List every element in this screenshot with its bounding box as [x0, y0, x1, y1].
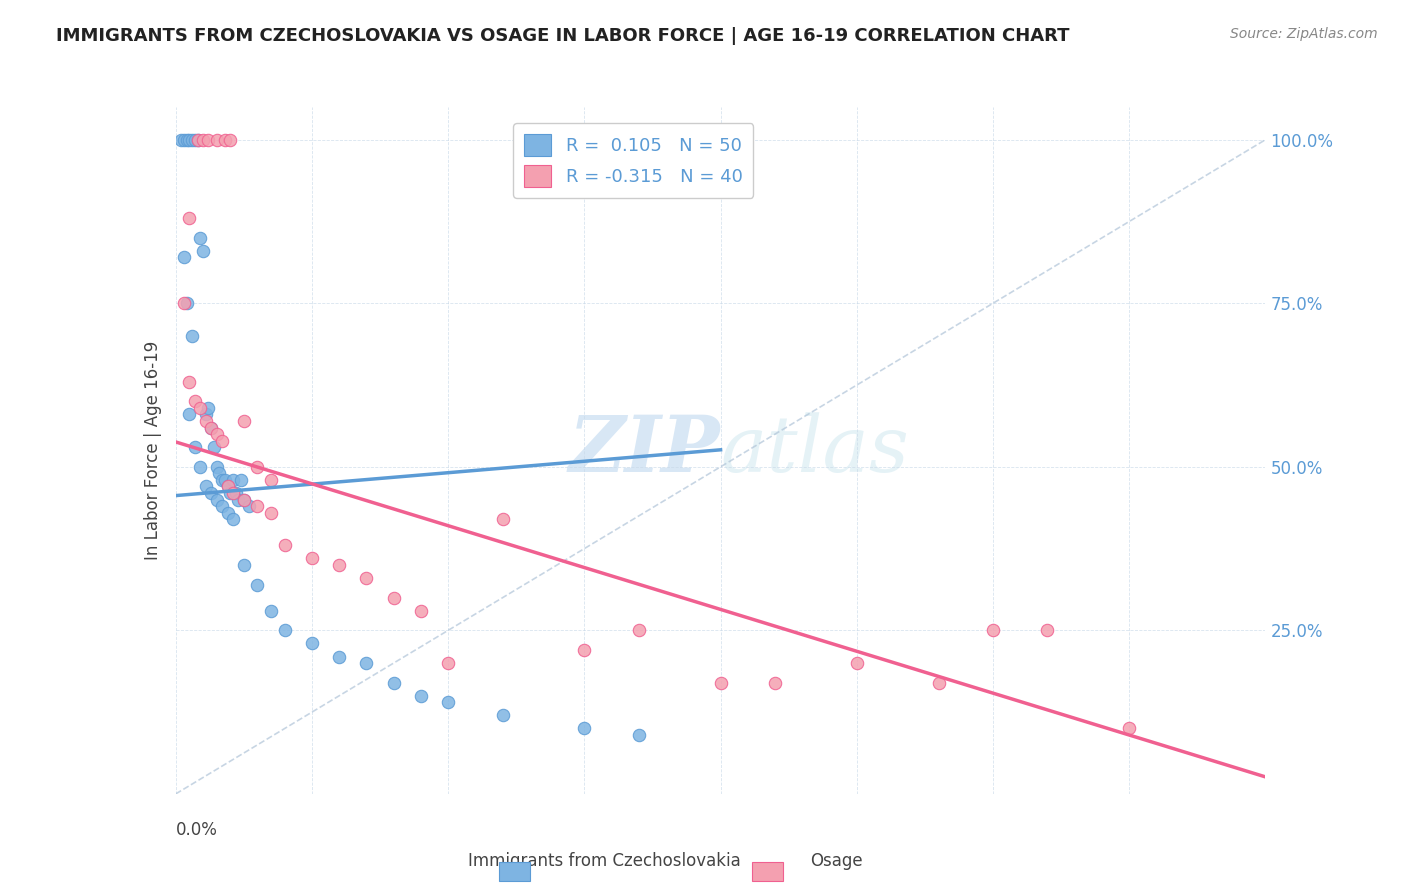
Text: 0.0%: 0.0%	[176, 822, 218, 839]
Point	[173, 296, 195, 310]
Point	[211, 434, 233, 448]
Point	[197, 401, 219, 415]
Point	[710, 675, 733, 690]
Point	[208, 467, 231, 481]
Point	[1036, 624, 1059, 638]
Point	[232, 492, 254, 507]
Point	[205, 133, 228, 147]
Point	[225, 486, 247, 500]
Text: Osage: Osage	[810, 852, 863, 870]
Point	[211, 473, 233, 487]
Point	[627, 624, 650, 638]
Point	[179, 133, 201, 147]
Point	[179, 408, 201, 422]
Point	[217, 506, 239, 520]
Point	[301, 636, 323, 650]
Point	[328, 558, 350, 572]
Point	[179, 375, 201, 389]
Point	[200, 486, 222, 500]
Text: ZIP: ZIP	[569, 412, 721, 489]
Point	[188, 401, 211, 415]
Point	[191, 133, 214, 147]
Point	[260, 506, 283, 520]
Point	[231, 473, 253, 487]
Point	[188, 459, 211, 474]
Point	[186, 133, 209, 147]
Point	[202, 440, 225, 454]
Point	[205, 427, 228, 442]
Point	[763, 675, 786, 690]
Point	[246, 499, 269, 513]
Point	[246, 577, 269, 591]
Point	[176, 296, 198, 310]
Point	[409, 604, 432, 618]
Point	[170, 133, 193, 147]
Point	[382, 591, 405, 605]
Point	[228, 492, 250, 507]
Point	[191, 244, 214, 258]
Text: Source: ZipAtlas.com: Source: ZipAtlas.com	[1230, 27, 1378, 41]
Point	[232, 558, 254, 572]
Point	[184, 394, 207, 409]
Y-axis label: In Labor Force | Age 16-19: In Labor Force | Age 16-19	[143, 341, 162, 560]
Point	[437, 656, 460, 670]
Point	[181, 133, 204, 147]
Point	[382, 675, 405, 690]
Text: Immigrants from Czechoslovakia: Immigrants from Czechoslovakia	[468, 852, 741, 870]
Point	[219, 133, 242, 147]
Point	[200, 420, 222, 434]
Point	[437, 695, 460, 709]
Point	[179, 211, 201, 226]
Point	[246, 459, 269, 474]
Point	[274, 624, 297, 638]
Point	[184, 440, 207, 454]
Point	[217, 479, 239, 493]
Point	[1118, 722, 1140, 736]
Point	[184, 133, 207, 147]
Point	[214, 473, 236, 487]
Point	[981, 624, 1004, 638]
Point	[219, 486, 242, 500]
Point	[173, 133, 195, 147]
Point	[181, 329, 204, 343]
Point	[328, 649, 350, 664]
Point	[211, 499, 233, 513]
Text: atlas: atlas	[721, 412, 910, 489]
Point	[194, 414, 217, 428]
Point	[845, 656, 868, 670]
Point	[173, 251, 195, 265]
Point	[222, 486, 245, 500]
Point	[301, 551, 323, 566]
Point	[205, 459, 228, 474]
Point	[274, 538, 297, 552]
Point	[197, 133, 219, 147]
Point	[200, 420, 222, 434]
Point	[260, 473, 283, 487]
Point	[222, 473, 245, 487]
Point	[627, 728, 650, 742]
Point	[492, 512, 515, 526]
Point	[176, 133, 198, 147]
Legend: R =  0.105   N = 50, R = -0.315   N = 40: R = 0.105 N = 50, R = -0.315 N = 40	[513, 123, 754, 198]
Point	[574, 643, 596, 657]
Point	[217, 479, 239, 493]
Text: IMMIGRANTS FROM CZECHOSLOVAKIA VS OSAGE IN LABOR FORCE | AGE 16-19 CORRELATION C: IMMIGRANTS FROM CZECHOSLOVAKIA VS OSAGE …	[56, 27, 1070, 45]
Point	[194, 479, 217, 493]
Point	[222, 512, 245, 526]
Point	[205, 492, 228, 507]
Point	[492, 708, 515, 723]
Point	[238, 499, 260, 513]
Point	[574, 722, 596, 736]
Point	[188, 231, 211, 245]
Point	[232, 414, 254, 428]
Point	[214, 133, 236, 147]
Point	[260, 604, 283, 618]
Point	[232, 492, 254, 507]
Point	[356, 656, 378, 670]
Point	[194, 408, 217, 422]
Point	[409, 689, 432, 703]
Point	[928, 675, 950, 690]
Point	[186, 133, 209, 147]
Point	[356, 571, 378, 585]
